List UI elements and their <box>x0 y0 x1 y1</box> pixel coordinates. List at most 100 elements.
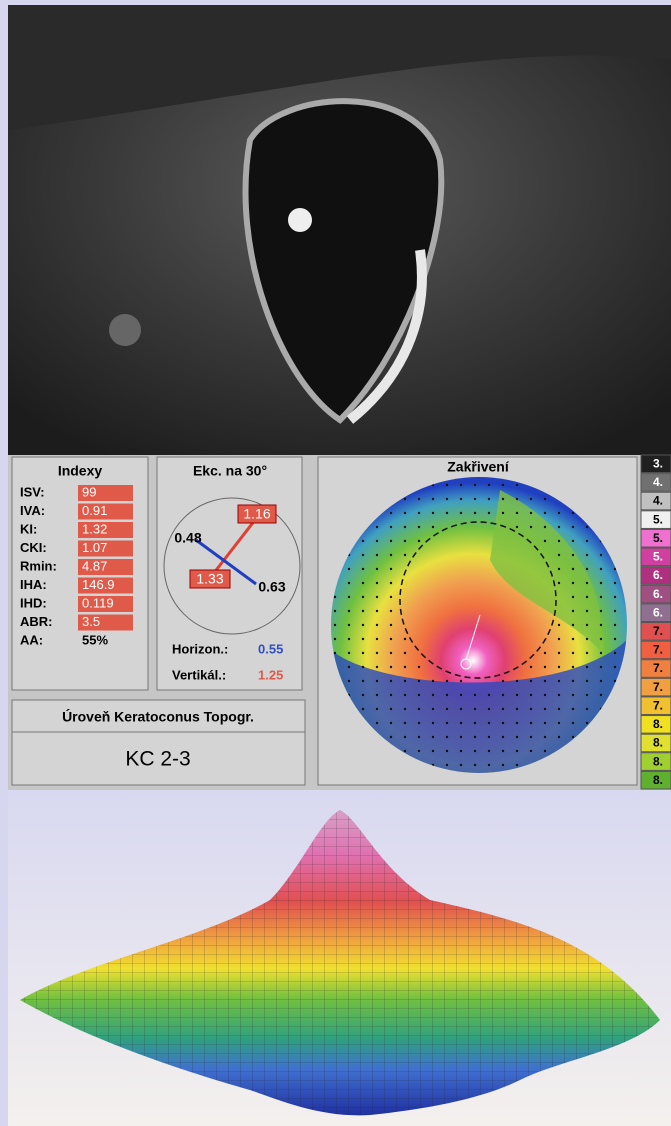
grid-dot <box>515 763 519 767</box>
scale-label: 5. <box>653 512 663 526</box>
grid-dot <box>347 679 351 683</box>
grid-dot <box>375 693 379 697</box>
scale-label: 4. <box>653 494 663 508</box>
grid-dot <box>571 567 575 571</box>
scale-swatch <box>640 733 671 753</box>
grid-dot <box>529 721 533 725</box>
grid-dot <box>417 539 421 543</box>
grid-dot <box>403 637 407 641</box>
grid-dot <box>389 693 393 697</box>
grid-dot <box>585 539 589 543</box>
scale-swatch <box>640 491 671 511</box>
scale-swatch <box>640 770 671 790</box>
grid-dot <box>487 693 491 697</box>
grid-dot <box>585 595 589 599</box>
grid-dot <box>599 693 603 697</box>
index-box <box>78 503 133 520</box>
grid-dot <box>445 693 449 697</box>
scale-label: 8. <box>653 736 663 750</box>
grid-dot <box>501 763 505 767</box>
grid-dot <box>389 623 393 627</box>
eyelashes <box>8 5 671 130</box>
horizontal-axis <box>195 538 257 586</box>
index-label: Rmin: <box>20 558 57 573</box>
scale-label: 7. <box>653 661 663 675</box>
grid-dot <box>571 707 575 711</box>
grid-dot <box>515 721 519 725</box>
scale-swatch <box>640 454 671 474</box>
grid-dot <box>417 707 421 711</box>
grid-dot <box>473 721 477 725</box>
grid-dot <box>403 665 407 669</box>
lower-box <box>189 569 231 589</box>
grid-dot <box>361 553 365 557</box>
grid-dot <box>543 721 547 725</box>
grid-dot <box>501 511 505 515</box>
grid-dot <box>389 735 393 739</box>
grid-dot <box>403 721 407 725</box>
grid-dot <box>361 623 365 627</box>
grid-dot <box>361 651 365 655</box>
scale-swatch <box>640 659 671 678</box>
grid-dot <box>389 665 393 669</box>
grid-dot <box>403 735 407 739</box>
grid-dot <box>613 581 617 585</box>
grid-dot <box>557 637 561 641</box>
grid-dot <box>501 721 505 725</box>
upper-value: 1.16 <box>243 506 270 522</box>
grid-dot <box>543 735 547 739</box>
grid-dot <box>347 595 351 599</box>
index-value: 146.9 <box>82 577 115 592</box>
grid-dot <box>375 721 379 725</box>
grid-dot <box>417 525 421 529</box>
scale-label: 6. <box>653 605 663 619</box>
index-label: IHD: <box>20 595 47 610</box>
horizontal-label: Horizon.: <box>172 641 228 656</box>
index-value: 99 <box>82 484 96 499</box>
grid-dot <box>557 511 561 515</box>
grid-dot <box>543 707 547 711</box>
grid-dot <box>599 595 603 599</box>
kc-value: KC 2-3 <box>125 748 190 771</box>
grid-dot <box>501 707 505 711</box>
grid-dot <box>501 749 505 753</box>
grid-dot <box>333 595 337 599</box>
scale-label: 7. <box>653 698 663 712</box>
grid-dot <box>445 763 449 767</box>
grid-dot <box>375 581 379 585</box>
grid-dot <box>403 553 407 557</box>
grid-dot <box>585 525 589 529</box>
grid-dot <box>571 525 575 529</box>
scale-label: 5. <box>653 550 663 564</box>
grid-dot <box>431 693 435 697</box>
index-label: ISV: <box>20 484 45 499</box>
grid-dot <box>557 567 561 571</box>
grid-dot <box>417 749 421 753</box>
grid-dot <box>515 497 519 501</box>
grid-dot <box>347 665 351 669</box>
grid-dot <box>417 665 421 669</box>
grid-dot <box>347 651 351 655</box>
highlight <box>288 208 312 232</box>
grid-dot <box>571 679 575 683</box>
grid-dot <box>389 651 393 655</box>
grid-dot <box>557 553 561 557</box>
grid-dot <box>613 623 617 627</box>
scale-label: 7. <box>653 680 663 694</box>
grid-dot <box>473 735 477 739</box>
grid-dot <box>347 623 351 627</box>
grid-dot <box>515 483 519 487</box>
grid-dot <box>431 511 435 515</box>
grid-dot <box>403 539 407 543</box>
grid-dot <box>585 623 589 627</box>
scale-swatch <box>640 752 671 771</box>
scale-label: 8. <box>653 773 663 787</box>
grid-dot <box>599 623 603 627</box>
grid-dot <box>557 721 561 725</box>
grid-dot <box>571 637 575 641</box>
grid-dot <box>599 665 603 669</box>
grid-dot <box>403 707 407 711</box>
grid-dot <box>445 707 449 711</box>
grid-dot <box>571 721 575 725</box>
